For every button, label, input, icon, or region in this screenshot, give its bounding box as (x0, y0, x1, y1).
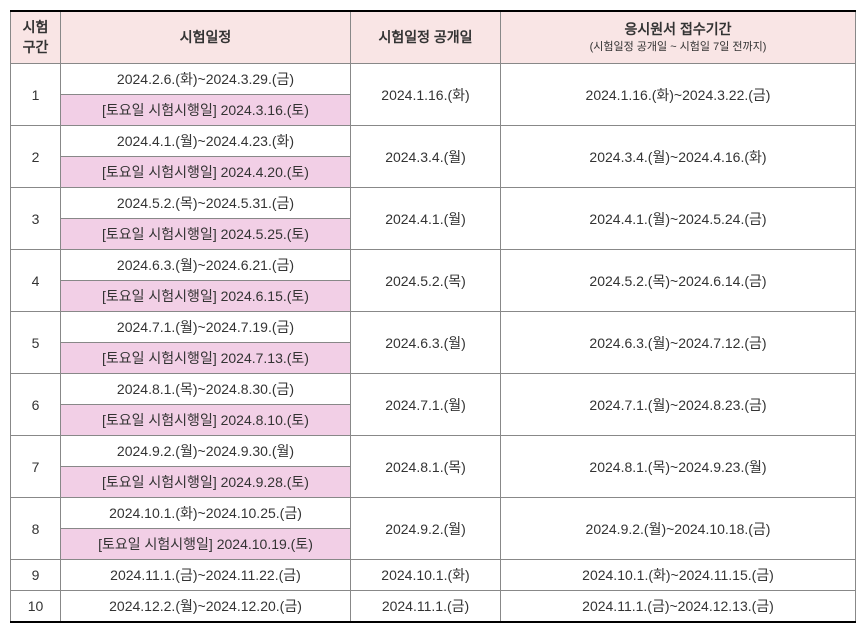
period-number: 1 (11, 64, 61, 126)
announce-date: 2024.1.16.(화) (351, 64, 501, 126)
announce-date: 2024.8.1.(목) (351, 436, 501, 498)
schedule-range: 2024.7.1.(월)~2024.7.19.(금) (61, 312, 351, 343)
schedule-range: 2024.8.1.(목)~2024.8.30.(금) (61, 374, 351, 405)
period-number: 10 (11, 591, 61, 623)
schedule-range: 2024.6.3.(월)~2024.6.21.(금) (61, 250, 351, 281)
period-number: 6 (11, 374, 61, 436)
saturday-schedule: [토요일 시험시행일] 2024.6.15.(토) (61, 281, 351, 312)
period-number: 3 (11, 188, 61, 250)
period-number: 8 (11, 498, 61, 560)
apply-period: 2024.1.16.(화)~2024.3.22.(금) (501, 64, 856, 126)
saturday-schedule: [토요일 시험시행일] 2024.3.16.(토) (61, 95, 351, 126)
schedule-range: 2024.10.1.(화)~2024.10.25.(금) (61, 498, 351, 529)
period-number: 4 (11, 250, 61, 312)
saturday-schedule: [토요일 시험시행일] 2024.9.28.(토) (61, 467, 351, 498)
announce-date: 2024.6.3.(월) (351, 312, 501, 374)
apply-period: 2024.11.1.(금)~2024.12.13.(금) (501, 591, 856, 623)
period-number: 7 (11, 436, 61, 498)
schedule-range: 2024.4.1.(월)~2024.4.23.(화) (61, 126, 351, 157)
announce-date: 2024.3.4.(월) (351, 126, 501, 188)
period-number: 9 (11, 560, 61, 591)
apply-period: 2024.3.4.(월)~2024.4.16.(화) (501, 126, 856, 188)
schedule-range: 2024.2.6.(화)~2024.3.29.(금) (61, 64, 351, 95)
period-number: 2 (11, 126, 61, 188)
announce-date: 2024.7.1.(월) (351, 374, 501, 436)
announce-date: 2024.11.1.(금) (351, 591, 501, 623)
apply-period: 2024.8.1.(목)~2024.9.23.(월) (501, 436, 856, 498)
header-schedule: 시험일정 (61, 11, 351, 64)
schedule-range: 2024.5.2.(목)~2024.5.31.(금) (61, 188, 351, 219)
apply-period: 2024.6.3.(월)~2024.7.12.(금) (501, 312, 856, 374)
saturday-schedule: [토요일 시험시행일] 2024.5.25.(토) (61, 219, 351, 250)
saturday-schedule: [토요일 시험시행일] 2024.8.10.(토) (61, 405, 351, 436)
saturday-schedule: [토요일 시험시행일] 2024.4.20.(토) (61, 157, 351, 188)
announce-date: 2024.4.1.(월) (351, 188, 501, 250)
apply-period: 2024.9.2.(월)~2024.10.18.(금) (501, 498, 856, 560)
apply-period: 2024.5.2.(목)~2024.6.14.(금) (501, 250, 856, 312)
schedule-range: 2024.11.1.(금)~2024.11.22.(금) (61, 560, 351, 591)
schedule-range: 2024.9.2.(월)~2024.9.30.(월) (61, 436, 351, 467)
saturday-schedule: [토요일 시험시행일] 2024.10.19.(토) (61, 529, 351, 560)
announce-date: 2024.10.1.(화) (351, 560, 501, 591)
header-announce: 시험일정 공개일 (351, 11, 501, 64)
header-apply-main: 응시원서 접수기간 (625, 21, 732, 37)
header-period: 시험 구간 (11, 11, 61, 64)
apply-period: 2024.4.1.(월)~2024.5.24.(금) (501, 188, 856, 250)
saturday-schedule: [토요일 시험시행일] 2024.7.13.(토) (61, 343, 351, 374)
announce-date: 2024.9.2.(월) (351, 498, 501, 560)
announce-date: 2024.5.2.(목) (351, 250, 501, 312)
schedule-table: 시험 구간 시험일정 시험일정 공개일 응시원서 접수기간 (시험일정 공개일 … (10, 10, 856, 623)
apply-period: 2024.7.1.(월)~2024.8.23.(금) (501, 374, 856, 436)
schedule-range: 2024.12.2.(월)~2024.12.20.(금) (61, 591, 351, 623)
header-apply-sub: (시험일정 공개일 ~ 시험일 7일 전까지) (505, 40, 851, 55)
period-number: 5 (11, 312, 61, 374)
header-apply: 응시원서 접수기간 (시험일정 공개일 ~ 시험일 7일 전까지) (501, 11, 856, 64)
apply-period: 2024.10.1.(화)~2024.11.15.(금) (501, 560, 856, 591)
